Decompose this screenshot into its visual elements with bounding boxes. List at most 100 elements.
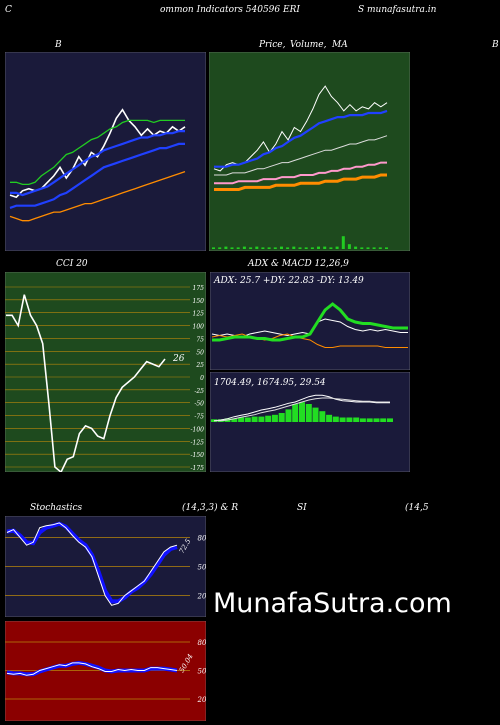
macd-histogram-bar xyxy=(238,417,245,422)
cci-tick-label: 75 xyxy=(196,336,204,343)
macd-chart: 1704.49, 1674.95, 29.54 xyxy=(210,372,410,472)
cci-tick-label: 175 xyxy=(193,285,205,292)
cci-tick-label: -125 xyxy=(191,439,205,446)
cci-tick-label: -50 xyxy=(194,401,204,408)
volume-bar xyxy=(329,247,333,249)
header-title: ommon Indicators 540596 ERI xyxy=(160,5,300,15)
cci-tick-label: 125 xyxy=(193,311,205,318)
cci-tick-label: -100 xyxy=(191,426,205,433)
volume-bar xyxy=(242,246,246,249)
price-line-4 xyxy=(214,173,387,191)
macd-histogram-bar xyxy=(305,404,312,422)
cci-tick-label: -175 xyxy=(191,465,205,472)
cci-line xyxy=(6,294,166,472)
macd-histogram-bar xyxy=(251,416,258,422)
cci-tick-label: 50 xyxy=(196,349,204,356)
adx-line-1 xyxy=(211,333,408,348)
macd-histogram-bar xyxy=(231,418,238,422)
cci-title: CCI 20 xyxy=(56,259,88,269)
stoch-k-line xyxy=(6,522,178,606)
volume-title: Volume, xyxy=(290,40,327,50)
cci-tick-label: -75 xyxy=(194,414,204,421)
macd-histogram-bar xyxy=(380,418,387,422)
cci-tick-label: -150 xyxy=(191,452,205,459)
volume-bar xyxy=(366,247,370,249)
volume-bar xyxy=(304,247,308,249)
price-line-2 xyxy=(214,135,388,176)
price-chart xyxy=(209,52,410,251)
macd-histogram-bar xyxy=(265,415,272,422)
macd-histogram-bar xyxy=(373,418,380,422)
volume-bar xyxy=(385,247,388,249)
price-line-3 xyxy=(214,161,387,185)
volume-bar xyxy=(360,247,364,249)
macd-histogram-bar xyxy=(319,411,326,422)
adx-chart: ADX: 25.7 +DY: 22.83 -DY: 13.49 xyxy=(210,272,410,370)
volume-bar xyxy=(378,247,382,249)
bollinger-line-1 xyxy=(10,119,185,186)
macd-histogram-bar xyxy=(258,416,265,422)
cci-tick-label: -25 xyxy=(194,388,204,395)
cci-chart: 175 150 125 100 75 50 25 0 -25 -50 -75 -100 -125 -150… xyxy=(5,272,206,472)
macd-histogram-bar xyxy=(312,407,319,422)
bollinger-chart xyxy=(5,52,206,251)
volume-bar xyxy=(255,246,259,249)
stochastics-title: Stochastics xyxy=(30,503,83,513)
macd-histogram-bar xyxy=(359,418,366,422)
bollinger-title: B xyxy=(55,40,62,50)
cci-tick-label: 100 xyxy=(193,324,205,331)
adx-macd-title: ADX & MACD 12,26,9 xyxy=(248,259,349,269)
macd-histogram-bar xyxy=(278,413,285,422)
volume-bar xyxy=(273,247,277,249)
cci-tick-label: 0 xyxy=(200,375,204,382)
volume-bar xyxy=(310,247,314,249)
rsi-line xyxy=(6,662,178,676)
volume-bar xyxy=(372,247,376,249)
volume-bar xyxy=(286,247,290,249)
volume-bar xyxy=(218,247,222,249)
volume-bar xyxy=(261,247,265,249)
header-left-letter: C xyxy=(5,5,12,15)
volume-bar xyxy=(212,247,215,249)
rsi-tick-label: 80 xyxy=(198,639,206,647)
macd-histogram-bar xyxy=(244,417,251,422)
rsi-title: SI xyxy=(297,503,307,513)
volume-bar xyxy=(335,246,339,249)
stoch-tick-label: 20 xyxy=(197,593,206,601)
macd-histogram-bar xyxy=(292,404,299,422)
volume-bar xyxy=(347,244,351,249)
bollinger-line-3 xyxy=(9,142,185,209)
adx-line-2 xyxy=(212,302,408,342)
watermark: MunafaSutra.com xyxy=(213,588,452,619)
macd-signal-line xyxy=(214,397,390,422)
volume-bar xyxy=(292,246,296,249)
volume-bar xyxy=(354,246,358,249)
volume-bar xyxy=(298,247,302,249)
price-line-1 xyxy=(214,109,388,168)
macd-histogram-bar xyxy=(299,402,305,422)
macd-histogram-bar xyxy=(387,418,393,422)
macd-histogram-bar xyxy=(346,417,353,422)
ma-title: MA xyxy=(332,40,348,50)
right-letter: B xyxy=(492,40,499,50)
macd-line xyxy=(213,394,390,422)
stoch-d-line xyxy=(6,521,178,604)
adx-values: ADX: 25.7 +DY: 22.83 -DY: 13.49 xyxy=(213,276,364,286)
price-title: Price, xyxy=(259,40,286,50)
macd-histogram-bar xyxy=(285,409,292,422)
macd-histogram-bar xyxy=(366,418,373,422)
volume-bar xyxy=(230,247,234,249)
macd-histogram-bar xyxy=(326,414,333,422)
cci-tick-label: 150 xyxy=(193,298,205,305)
stoch-tick-label: 50 xyxy=(198,564,206,572)
volume-bar xyxy=(280,246,283,249)
volume-bar xyxy=(236,247,240,249)
volume-bar xyxy=(323,246,327,249)
volume-bar xyxy=(317,246,320,249)
volume-bar xyxy=(249,247,253,249)
stochastics-params: (14,3,3) & R xyxy=(182,503,239,513)
volume-bar xyxy=(341,236,345,249)
rsi-tick-label: 20 xyxy=(197,696,206,704)
